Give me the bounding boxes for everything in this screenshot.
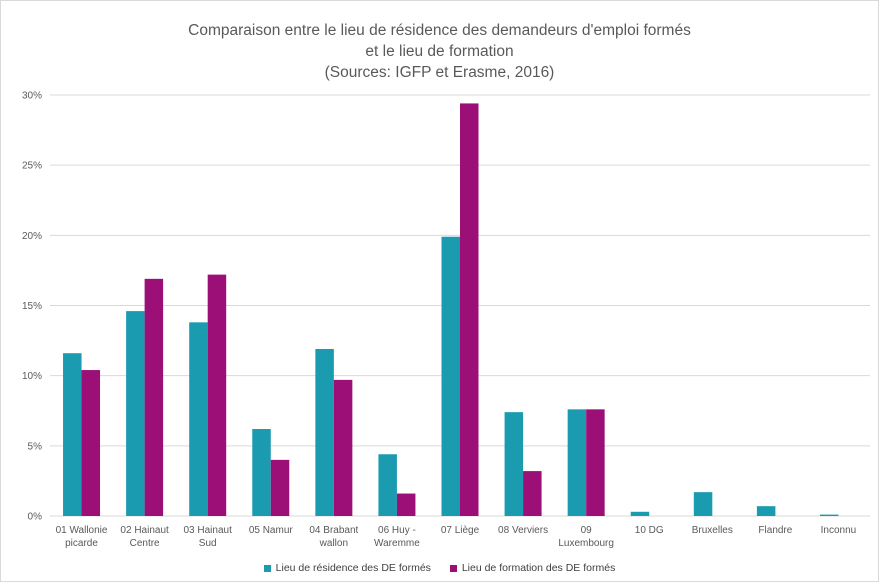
bar-residence [63, 353, 82, 516]
bar-formation [270, 459, 290, 516]
x-tick-label: 10 DG [635, 525, 664, 536]
bar-residence [378, 454, 397, 516]
bar-formation [144, 278, 164, 516]
x-tick-label: 04 Brabant [309, 525, 358, 536]
x-tick-label: Centre [130, 538, 160, 549]
x-tick-label: 06 Huy - [378, 525, 416, 536]
bar-formation [81, 370, 101, 516]
y-tick-label: 0% [28, 512, 43, 523]
bar-residence [252, 428, 271, 516]
legend-swatch-residence [263, 564, 271, 572]
x-tick-label: Luxembourg [558, 538, 614, 549]
bar-formation [333, 379, 353, 516]
x-tick-label: wallon [319, 538, 348, 549]
bar-formation [460, 103, 479, 517]
chart-legend: Lieu de résidence des DE formés Lieu de … [0, 562, 879, 575]
bar-formation [396, 493, 416, 516]
bar-residence [504, 412, 524, 516]
bar-residence [819, 514, 839, 516]
x-tick-label: 02 Hainaut [120, 525, 169, 536]
bar-formation [207, 274, 227, 516]
y-tick-label: 15% [22, 301, 42, 312]
legend-label-formation: Lieu de formation des DE formés [461, 562, 616, 574]
chart-subtitle: (Sources: IGFP et Erasme, 2016) [324, 64, 555, 81]
bar-residence [630, 511, 650, 516]
x-tick-label: Flandre [758, 525, 792, 536]
y-tick-label: 25% [22, 161, 42, 172]
x-tick-label: 09 [581, 525, 593, 536]
x-tick-label: Inconnu [821, 525, 857, 536]
bar-residence [756, 506, 776, 516]
legend-swatch-formation [449, 564, 457, 572]
chart-title-line-2: et le lieu de formation [365, 43, 514, 60]
x-tick-label: Waremme [374, 538, 420, 549]
chart-title-line-1: Comparaison entre le lieu de résidence d… [188, 22, 691, 39]
x-tick-label: 05 Namur [249, 525, 294, 536]
x-tick-label: Bruxelles [692, 525, 733, 536]
bar-residence [693, 492, 713, 516]
x-tick-label: picarde [65, 538, 98, 549]
x-tick-label: 08 Verviers [498, 525, 548, 536]
bar-residence [567, 409, 587, 516]
x-tick-label: 07 Liège [441, 525, 480, 536]
bar-residence [315, 349, 334, 516]
y-tick-label: 20% [22, 231, 42, 242]
bar-formation [586, 409, 605, 516]
bar-residence [126, 311, 145, 516]
legend-label-residence: Lieu de résidence des DE formés [275, 562, 431, 574]
bar-formation [523, 471, 542, 516]
bar-residence [189, 322, 208, 516]
x-tick-label: 01 Wallonie [56, 525, 108, 536]
y-tick-label: 10% [22, 371, 42, 382]
x-tick-label: Sud [199, 538, 217, 549]
bar-residence [441, 236, 460, 516]
legend-item-residence: Lieu de résidence des DE formés [263, 562, 431, 574]
legend-item-formation: Lieu de formation des DE formés [449, 562, 616, 574]
y-tick-label: 30% [22, 91, 42, 102]
y-tick-label: 5% [28, 441, 43, 452]
x-tick-label: 03 Hainaut [184, 525, 233, 536]
